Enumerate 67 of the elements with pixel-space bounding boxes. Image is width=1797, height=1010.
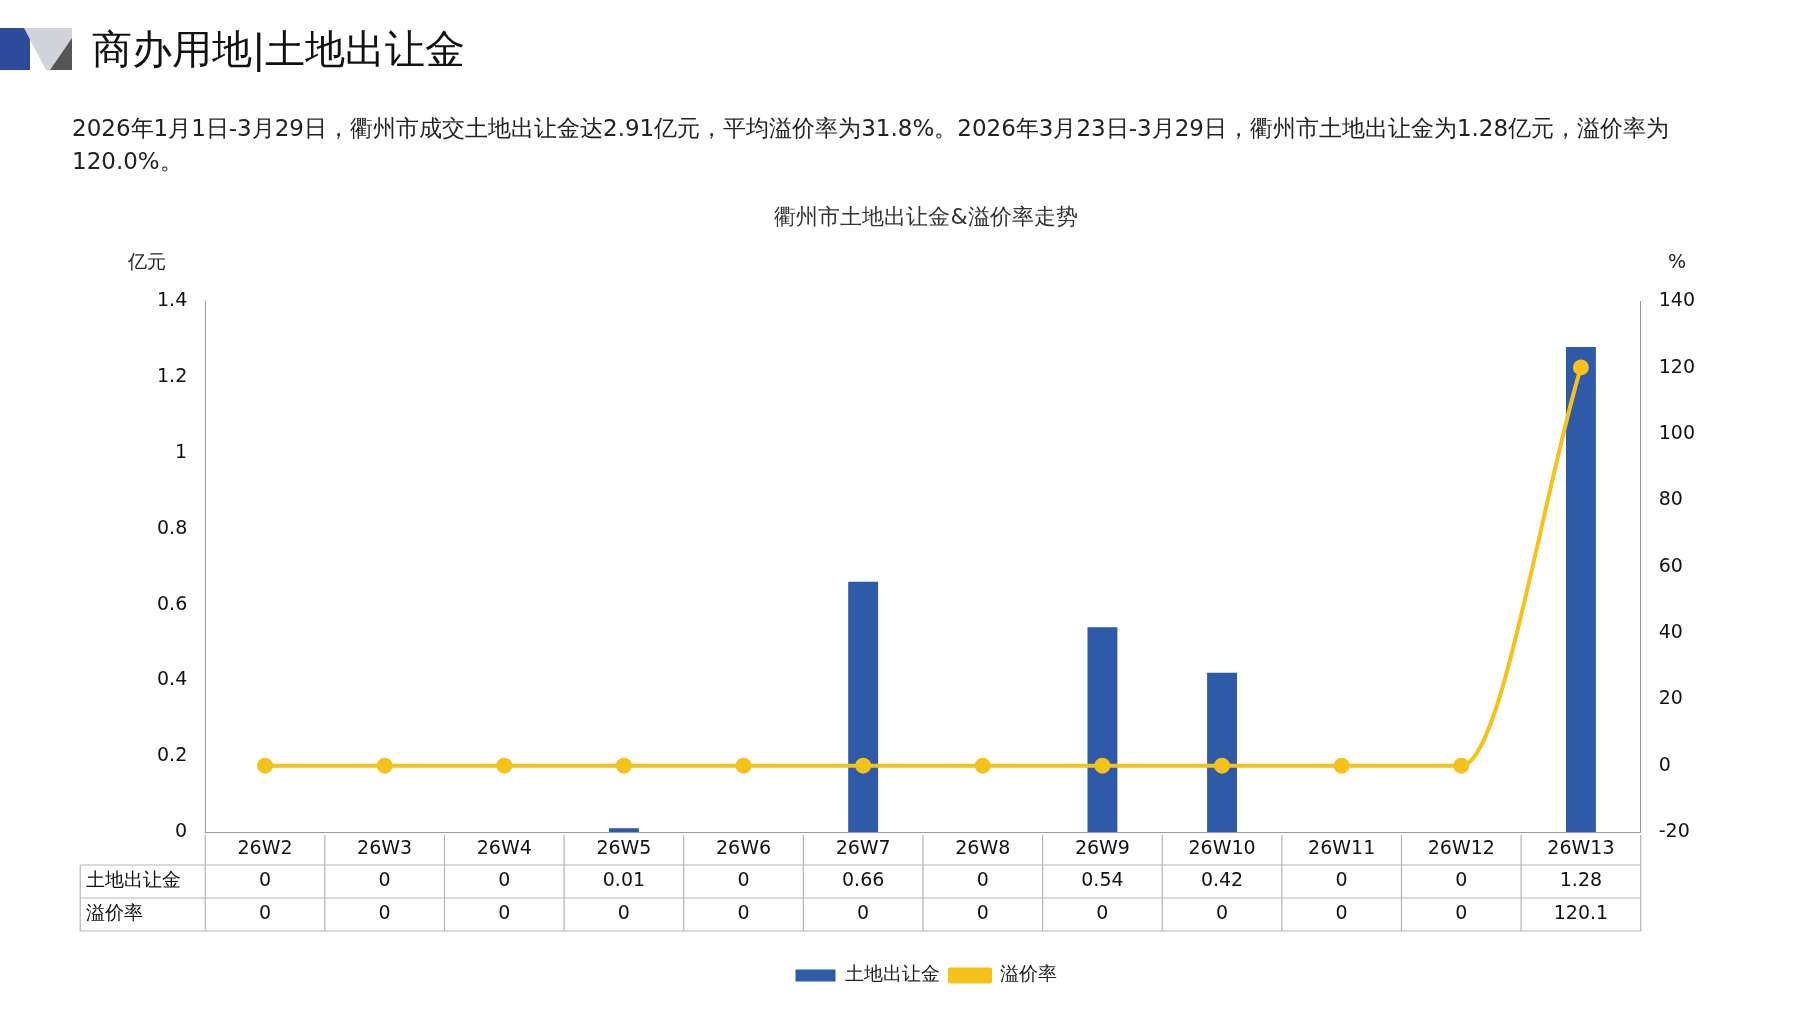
data-label: 0	[1455, 901, 1468, 924]
y2-tick-label: 20	[1658, 686, 1683, 709]
x-tick-label: 26W10	[1188, 836, 1256, 859]
data-label: 0	[1216, 901, 1229, 924]
chart-title: 衢州市土地出让金&溢价率走势	[774, 203, 1078, 229]
y2-tick-label: 140	[1658, 288, 1695, 311]
y-tick-label: 1.2	[157, 364, 188, 387]
bar	[848, 581, 879, 832]
data-label: 0	[617, 901, 630, 924]
data-label: 120.1	[1553, 901, 1609, 924]
data-label: 0.42	[1200, 868, 1244, 891]
data-label: 0	[1335, 901, 1348, 924]
y2-tick-label: 60	[1658, 553, 1683, 576]
legend-label: 溢价率	[999, 962, 1057, 985]
data-label: 0	[1335, 868, 1348, 891]
data-label: 0	[976, 901, 989, 924]
y-axis-title: 亿元	[127, 250, 166, 273]
data-label: 1.28	[1559, 868, 1603, 891]
chart-subtitle: 2026年1月1日-3月29日，衢州市成交土地出让金达2.91亿元，平均溢价率为31.8%。2026年3月23日-3月29日，衢州市土地出让金为1.28亿元，溢价率为120.0%。	[72, 114, 1671, 176]
bar	[1565, 346, 1596, 832]
y-tick-label: 0	[175, 818, 188, 841]
y2-tick-label: 80	[1658, 487, 1683, 510]
x-tick-label: 26W8	[955, 836, 1011, 859]
data-label: 0	[737, 901, 750, 924]
x-tick-label: 26W4	[476, 836, 532, 859]
data-label: 0	[498, 901, 511, 924]
x-tick-label: 26W9	[1074, 836, 1130, 859]
y-tick-label: 0.4	[157, 667, 188, 690]
y2-tick-label: 100	[1658, 420, 1695, 443]
x-tick-label: 26W7	[835, 836, 891, 859]
data-label: 0	[737, 868, 750, 891]
bar	[1087, 627, 1118, 832]
data-label: 0	[378, 901, 391, 924]
data-label: 0	[498, 868, 511, 891]
data-label: 0	[258, 868, 272, 891]
data-label: 0	[258, 901, 272, 924]
y2-tick-label: 0	[1658, 752, 1671, 775]
text: 土地出让金	[86, 868, 182, 891]
data-label: 0	[378, 868, 391, 891]
y2-tick-label: 120	[1658, 354, 1695, 377]
x-tick-label: 26W13	[1547, 836, 1615, 859]
y-tick-label: 0.2	[157, 743, 188, 766]
y-tick-label: 1	[175, 439, 188, 462]
y-tick-label: 0.8	[157, 515, 188, 538]
x-tick-label: 26W3	[357, 836, 413, 859]
text: 商办用地|土地出让金	[92, 25, 466, 74]
legend-label: 土地出让金	[845, 962, 940, 985]
data-label: 0	[1096, 901, 1109, 924]
y-tick-label: 0.6	[157, 591, 188, 614]
y2-tick-label: -20	[1658, 818, 1690, 841]
data-label: 0	[1455, 868, 1468, 891]
data-label: 0.01	[602, 868, 646, 891]
x-tick-label: 26W6	[716, 836, 772, 859]
x-tick-label: 26W12	[1427, 836, 1495, 859]
y2-axis-title: %	[1667, 250, 1687, 273]
bar	[1207, 672, 1237, 832]
y2-tick-label: 40	[1658, 619, 1683, 642]
text: 溢价率	[86, 901, 144, 924]
x-tick-label: 26W5	[596, 836, 652, 859]
x-tick-label: 26W2	[237, 836, 293, 859]
bar	[608, 828, 639, 832]
x-tick-label: 26W11	[1308, 836, 1376, 859]
data-label: 0	[976, 868, 989, 891]
data-label: 0.54	[1081, 868, 1124, 891]
data-label: 0	[857, 901, 870, 924]
data-label: 0.66	[842, 868, 885, 891]
y-tick-label: 1.4	[157, 288, 188, 311]
